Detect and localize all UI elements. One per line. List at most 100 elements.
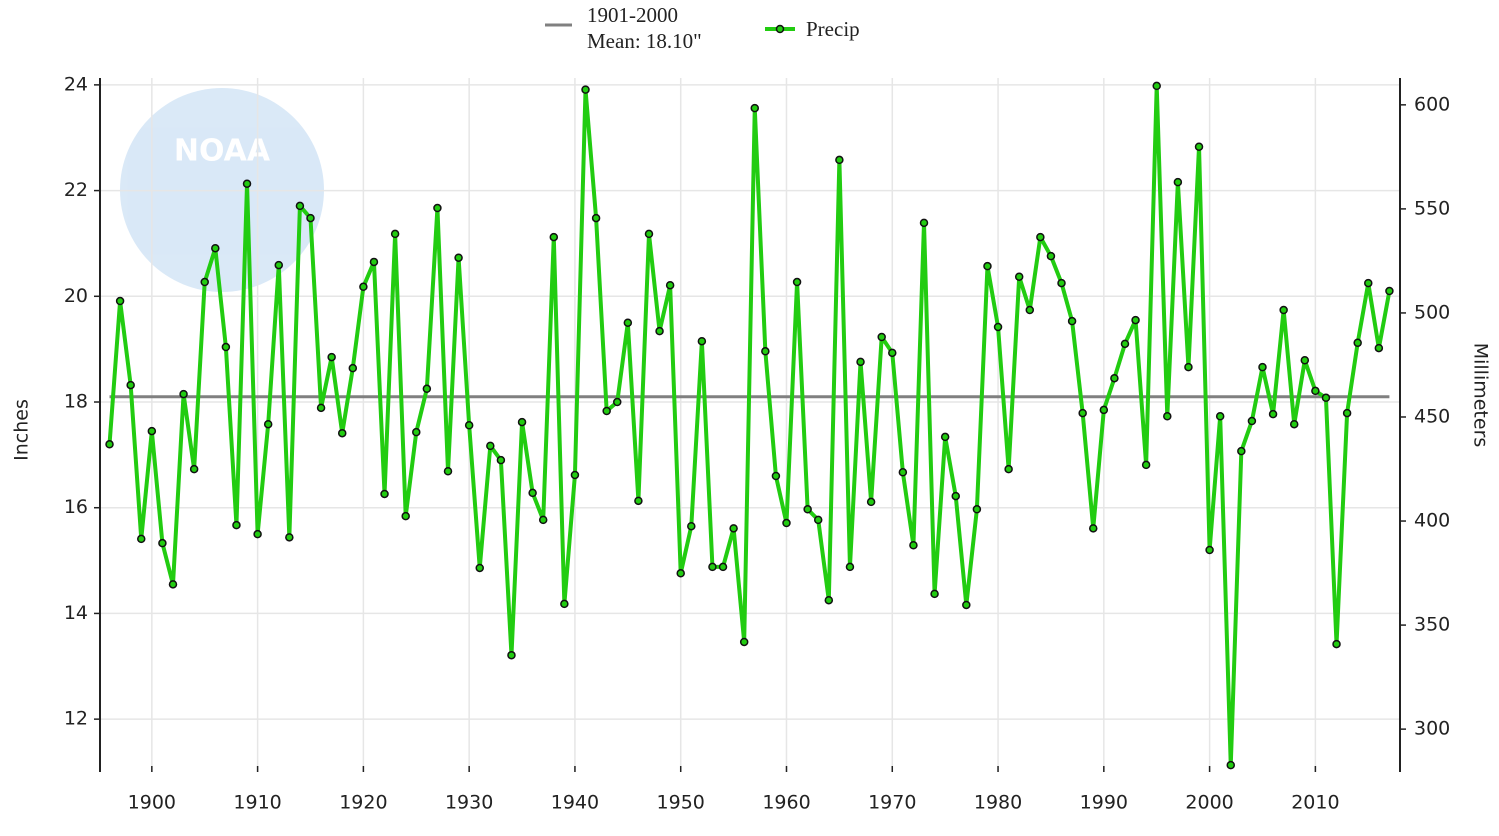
data-point: [348, 363, 358, 373]
y2-tick-label: 450: [1414, 405, 1450, 427]
legend-label: Precip: [806, 17, 860, 41]
data-point: [433, 203, 442, 213]
data-point: [845, 562, 855, 572]
data-point: [200, 277, 209, 287]
legend-mean-label: Mean: 18.10": [587, 29, 702, 53]
y-tick-label: 18: [64, 391, 88, 413]
data-point: [105, 440, 114, 449]
data-point: [147, 426, 157, 436]
data-point: [507, 650, 516, 660]
data-point: [1004, 464, 1013, 474]
x-tick-label: 1900: [128, 792, 176, 814]
data-point: [1289, 419, 1299, 429]
data-point: [1099, 405, 1109, 415]
y2-tick-label: 600: [1414, 93, 1450, 115]
y-tick-label: 20: [64, 285, 88, 307]
data-point: [369, 257, 379, 267]
data-point: [951, 491, 960, 501]
data-point: [486, 441, 495, 451]
data-point: [158, 538, 167, 548]
data-point: [729, 524, 738, 533]
x-tick-label: 1910: [233, 792, 281, 814]
data-point: [761, 347, 770, 356]
x-tick-label: 2010: [1291, 792, 1339, 814]
data-point: [221, 342, 231, 352]
data-point: [1110, 373, 1119, 383]
data-point: [1078, 408, 1087, 418]
data-point: [1163, 412, 1172, 421]
y-axis-label: Inches: [11, 399, 33, 461]
data-point: [888, 348, 897, 358]
data-point: [835, 155, 844, 165]
data-point: [909, 540, 918, 550]
data-point: [813, 515, 823, 525]
data-point: [1374, 343, 1384, 353]
data-point: [464, 421, 474, 430]
data-point: [1247, 416, 1257, 426]
legend-swatch-dot: [775, 24, 785, 34]
data-point: [263, 419, 273, 429]
y2-tick-label: 400: [1414, 510, 1450, 532]
y-tick-label: 24: [64, 73, 88, 95]
x-tick-label: 2000: [1185, 792, 1233, 814]
data-point: [993, 322, 1003, 332]
data-point: [687, 521, 696, 531]
data-point: [665, 280, 675, 290]
data-point: [898, 468, 908, 477]
y2-tick-label: 300: [1414, 718, 1450, 740]
data-point: [1342, 408, 1352, 418]
y2-tick-label: 350: [1414, 614, 1450, 636]
data-point: [1364, 278, 1373, 288]
data-point: [189, 464, 199, 474]
data-point: [1279, 305, 1288, 315]
data-point: [782, 518, 791, 528]
data-point: [316, 403, 326, 413]
data-point: [623, 318, 633, 327]
data-point: [940, 432, 950, 442]
data-point: [1268, 409, 1278, 419]
data-point: [1205, 545, 1214, 555]
data-point: [1141, 460, 1151, 470]
data-point: [676, 569, 685, 578]
y-tick-label: 12: [64, 708, 88, 730]
data-point: [1321, 393, 1331, 403]
y-tick-label: 14: [64, 602, 88, 624]
y-tick-label: 22: [64, 179, 88, 201]
data-point: [1215, 412, 1225, 421]
data-point: [443, 466, 453, 476]
data-point: [803, 505, 812, 514]
data-point: [306, 213, 315, 223]
data-point: [496, 455, 506, 465]
data-point: [856, 357, 865, 367]
data-point: [1353, 338, 1362, 348]
data-point: [115, 296, 125, 306]
data-point: [591, 213, 601, 223]
data-point: [412, 427, 421, 437]
data-point: [242, 179, 252, 188]
data-point: [1067, 316, 1077, 326]
logo-text: NOAA: [174, 134, 271, 169]
data-point: [866, 497, 876, 507]
data-point: [1131, 315, 1140, 325]
data-point: [771, 471, 781, 481]
data-point: [295, 201, 305, 211]
data-point: [972, 505, 982, 514]
data-point: [517, 417, 527, 427]
data-point: [1014, 272, 1024, 281]
data-point: [1025, 305, 1035, 315]
data-point: [359, 282, 368, 292]
data-point: [1311, 386, 1320, 396]
data-point: [1046, 251, 1056, 261]
data-point: [1226, 760, 1236, 770]
data-point: [126, 380, 135, 390]
data-point: [581, 85, 590, 94]
data-point: [1088, 524, 1098, 533]
data-point: [1152, 81, 1161, 91]
data-point: [1385, 286, 1394, 296]
y2-axis-label: Millimeters: [1470, 343, 1492, 448]
data-point: [1258, 362, 1267, 372]
y2-tick-label: 500: [1414, 301, 1450, 323]
data-point: [232, 520, 241, 530]
data-point: [1237, 446, 1246, 456]
